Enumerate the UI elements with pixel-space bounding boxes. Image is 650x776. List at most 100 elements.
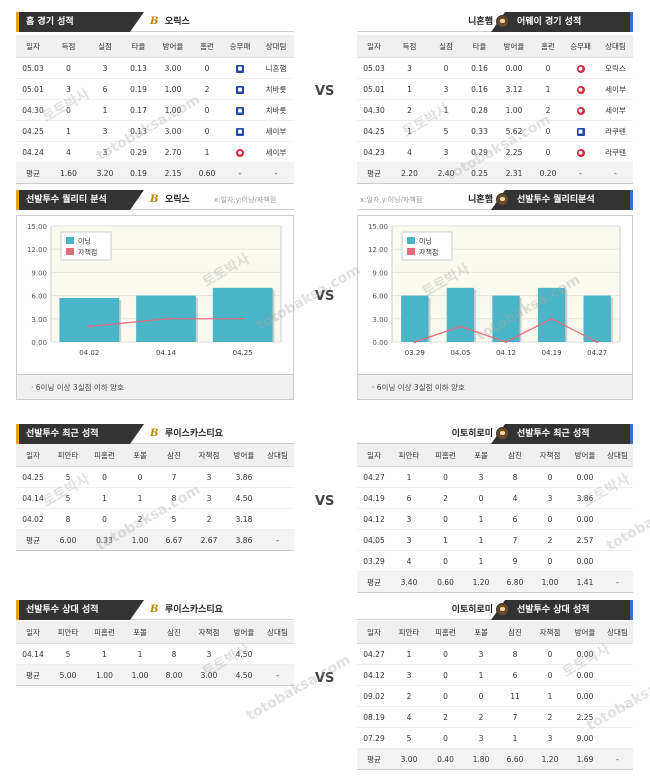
stat-cell: 3 bbox=[391, 529, 427, 551]
stat-cell: 1 bbox=[498, 727, 532, 749]
stat-cell: 1 bbox=[464, 529, 498, 551]
earned-run-point bbox=[164, 317, 168, 320]
average-cell: - bbox=[261, 664, 294, 686]
legend-label: 자책점 bbox=[78, 248, 97, 257]
date-cell: 04.05 bbox=[357, 529, 391, 551]
accent-bar bbox=[630, 12, 633, 32]
loss-icon: ● bbox=[576, 64, 585, 73]
stat-cell: 3.86 bbox=[568, 487, 602, 509]
inning-chart: 0.00 3.00 6.00 9.00 12.00 15.00 03.29 04.05 04.1… bbox=[368, 223, 621, 357]
fighters-logo-icon bbox=[496, 603, 509, 616]
stat-cell: 3 bbox=[464, 727, 498, 749]
stat-cell: 1 bbox=[123, 643, 157, 665]
stat-cell bbox=[261, 466, 294, 488]
date-cell: 03.29 bbox=[357, 550, 391, 572]
column-header: 홈런 bbox=[192, 35, 222, 58]
stat-cell: 0 bbox=[123, 466, 157, 488]
table-row: 05.01 3 6 0.19 1.00 2 ■ 치바롯 bbox=[16, 78, 294, 100]
team-name: 루이스카스티요 bbox=[165, 429, 223, 439]
table-row: 04.02 8 0 2 5 2 3.18 bbox=[16, 508, 294, 530]
chart-note-text: · bbox=[31, 383, 36, 392]
stat-cell: 0.28 bbox=[464, 99, 495, 121]
stat-cell: 4.50 bbox=[227, 643, 261, 665]
average-cell: 6.80 bbox=[498, 571, 532, 593]
stat-cell: 0 bbox=[427, 664, 464, 686]
table-row: 05.03 3 0 0.16 0.00 0 ● 오릭스 bbox=[357, 57, 633, 79]
stat-cell: 3 bbox=[391, 57, 428, 79]
stat-cell: 0 bbox=[427, 685, 464, 707]
loss-icon: ● bbox=[576, 148, 585, 157]
loss-icon: ● bbox=[236, 148, 244, 157]
average-row: 평균 1.60 3.20 0.19 2.15 0.60- - bbox=[16, 162, 294, 184]
average-cell: 4.50 bbox=[227, 664, 261, 686]
earned-run-point bbox=[504, 340, 508, 344]
average-cell: 1.00 bbox=[86, 664, 123, 686]
stat-cell: 4 bbox=[391, 706, 427, 728]
stat-cell: 3 bbox=[191, 466, 227, 488]
stat-cell bbox=[602, 466, 633, 488]
team-label: B 오릭스 bbox=[150, 190, 190, 210]
x-tick-label: 04.19 bbox=[542, 349, 562, 357]
left-section-header: 선발투수 최근 성적 B 루이스카스티요 bbox=[16, 424, 294, 444]
stat-cell: ■ bbox=[222, 99, 258, 121]
stat-cell: 3 bbox=[391, 508, 427, 530]
stat-cell: ● bbox=[563, 141, 598, 163]
table-row: 04.27 1 0 3 8 0 0.00 bbox=[357, 643, 633, 665]
stat-cell: 0.13 bbox=[123, 120, 154, 142]
column-header: 일자 bbox=[16, 444, 50, 467]
right-section-header: 선발투수 최근 성적 이토히로미 bbox=[357, 424, 633, 444]
table-row: 07.29 5 0 3 1 3 9.00 bbox=[357, 727, 633, 749]
right-section-header: 어웨이 경기 성적 니혼햄 bbox=[357, 12, 633, 32]
column-header: 일자 bbox=[357, 444, 391, 467]
average-cell: 0.19 bbox=[123, 162, 154, 184]
column-header: 포볼 bbox=[464, 621, 498, 644]
average-cell: 3.00 bbox=[391, 748, 427, 770]
average-cell: 1.00 bbox=[123, 529, 157, 551]
stat-cell: 4 bbox=[498, 487, 532, 509]
header-divider bbox=[16, 619, 294, 620]
y-tick-label: 9.00 bbox=[31, 269, 47, 277]
stat-cell: 0.17 bbox=[123, 99, 154, 121]
stat-cell: 0 bbox=[86, 466, 123, 488]
column-header: 상대팀 bbox=[258, 35, 294, 58]
chart-panel: 0.00 3.00 6.00 9.00 12.00 15.00 03.29 04.05 04.1… bbox=[357, 215, 633, 377]
stat-cell: 0 bbox=[86, 508, 123, 530]
average-cell: 2.40 bbox=[428, 162, 464, 184]
buffaloes-logo-icon: B bbox=[150, 427, 159, 439]
stat-cell: 0.00 bbox=[568, 664, 602, 686]
stat-cell: 1.00 bbox=[154, 99, 192, 121]
stat-cell: 1 bbox=[87, 99, 123, 121]
stat-cell bbox=[261, 487, 294, 509]
average-cell: 0.33 bbox=[86, 529, 123, 551]
stat-cell: 2 bbox=[192, 78, 222, 100]
stat-cell: 9.00 bbox=[568, 727, 602, 749]
axis-hint: x:일자,y:이닝/자책점 bbox=[214, 196, 277, 204]
column-header: 상대팀 bbox=[602, 444, 633, 467]
column-header: 실점 bbox=[428, 35, 464, 58]
stat-cell: 7 bbox=[498, 529, 532, 551]
stat-cell: 2 bbox=[191, 508, 227, 530]
column-header: 피홈런 bbox=[86, 444, 123, 467]
table-row: 04.25 5 0 0 7 3 3.86 bbox=[16, 466, 294, 488]
table-header-row: 일자 피안타 피홈런 포볼 삼진 자책점 방어율 상대팀 bbox=[357, 621, 633, 644]
right-section-header: 선발투수 퀄리티분석 니혼햄 bbox=[357, 190, 633, 210]
average-cell: 0.60 bbox=[192, 162, 222, 184]
column-header: 피안타 bbox=[50, 444, 86, 467]
stat-cell: 9 bbox=[498, 550, 532, 572]
table-row: 09.02 2 0 0 11 1 0.00 bbox=[357, 685, 633, 707]
stat-cell: 8 bbox=[157, 487, 191, 509]
team-name: 오릭스 bbox=[165, 17, 190, 27]
stat-cell: 11 bbox=[498, 685, 532, 707]
stat-cell: 3 bbox=[50, 78, 87, 100]
team-label: B 루이스카스티요 bbox=[150, 600, 223, 620]
chart-panel: 0.00 3.00 6.00 9.00 12.00 15.00 04.02 04.14 04.2… bbox=[16, 215, 294, 377]
team-name: 루이스카스티요 bbox=[165, 605, 223, 615]
accent-bar bbox=[630, 190, 633, 210]
average-cell: 8.00 bbox=[157, 664, 191, 686]
y-tick-label: 0.00 bbox=[31, 339, 47, 347]
average-row: 평균 5.00 1.00 1.00 8.00 3.00 4.50- bbox=[16, 664, 294, 686]
average-cell: 0.20 bbox=[533, 162, 563, 184]
inning-bar bbox=[492, 295, 520, 342]
earned-run-point bbox=[550, 317, 553, 320]
stat-cell: 3.00 bbox=[154, 120, 192, 142]
